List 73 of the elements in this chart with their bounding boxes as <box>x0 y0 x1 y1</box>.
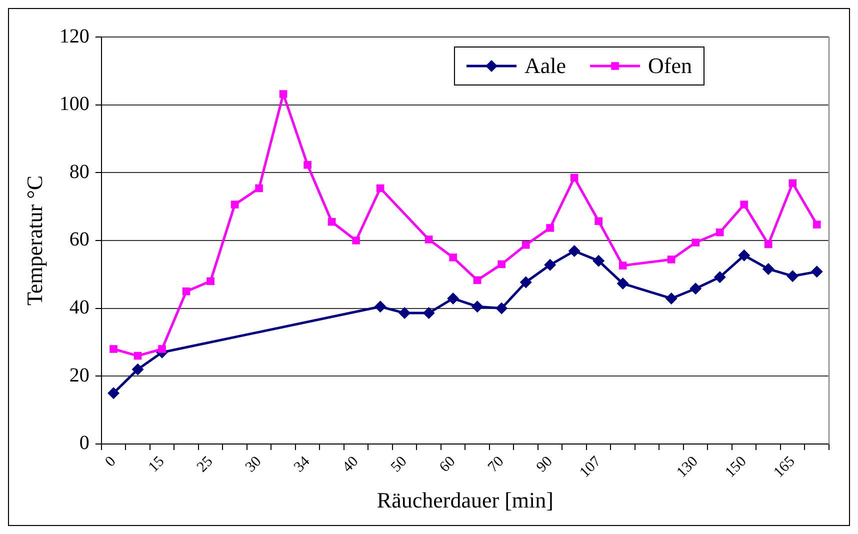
x-tick-label: 0 <box>102 454 120 470</box>
point <box>568 244 580 257</box>
x-tick-label: 34 <box>291 453 314 476</box>
y-tick-label: 80 <box>69 160 90 183</box>
point <box>182 287 190 296</box>
point <box>279 90 288 98</box>
point <box>304 160 312 169</box>
point <box>498 260 506 268</box>
x-tick-label: 70 <box>485 454 508 476</box>
point <box>740 200 748 208</box>
point <box>110 345 118 353</box>
point <box>471 300 484 313</box>
point <box>810 266 823 278</box>
point <box>449 254 457 262</box>
point <box>206 277 214 286</box>
y-tick-label: 20 <box>69 364 90 386</box>
point <box>520 276 532 288</box>
point <box>374 300 386 313</box>
x-tick-label: 60 <box>436 454 459 476</box>
point <box>132 363 144 376</box>
point <box>690 282 702 295</box>
point <box>424 236 433 244</box>
point <box>376 184 384 192</box>
point <box>352 236 360 244</box>
legend-label: Aale <box>524 52 566 78</box>
x-tick-label: 90 <box>534 454 556 476</box>
point <box>692 238 700 246</box>
point <box>473 276 482 284</box>
point <box>786 270 799 282</box>
point <box>788 179 797 188</box>
point <box>762 262 774 275</box>
point <box>328 218 336 226</box>
y-tick-label: 0 <box>79 432 90 454</box>
point <box>230 200 239 208</box>
y-tick-label: 100 <box>59 93 90 116</box>
x-tick-label: 165 <box>771 454 798 481</box>
point <box>108 387 120 400</box>
point <box>618 262 627 270</box>
x-tick-label: 30 <box>242 454 265 476</box>
point <box>665 292 678 304</box>
y-tick-label: 60 <box>69 228 90 251</box>
x-tick-label: 50 <box>388 454 410 476</box>
point <box>398 307 411 320</box>
y-tick-label: 120 <box>59 25 90 48</box>
x-axis-title: Räucherdauer [min] <box>376 488 554 513</box>
point <box>667 256 676 264</box>
point <box>812 220 821 228</box>
point <box>522 241 530 249</box>
point <box>716 228 724 236</box>
x-tick-label: 15 <box>146 454 168 476</box>
x-tick-label: 107 <box>576 453 605 481</box>
point <box>616 278 629 290</box>
x-tick-label: 150 <box>722 454 750 481</box>
x-tick-label: 40 <box>340 454 362 476</box>
point <box>764 240 772 248</box>
point <box>546 224 554 232</box>
legend-label: Ofen <box>648 52 692 78</box>
y-axis-title: Temperatur °C <box>22 175 47 306</box>
point <box>134 352 142 360</box>
point <box>544 258 556 271</box>
point <box>570 174 578 182</box>
point <box>255 184 263 192</box>
point <box>714 271 726 284</box>
point <box>594 217 602 226</box>
x-tick-label: 25 <box>194 454 216 476</box>
point <box>496 302 508 314</box>
point <box>422 307 435 320</box>
point <box>592 254 605 267</box>
point <box>738 249 750 262</box>
y-tick-label: 40 <box>69 296 90 319</box>
point <box>158 345 166 353</box>
point <box>447 292 460 304</box>
x-tick-label: 130 <box>674 454 702 481</box>
